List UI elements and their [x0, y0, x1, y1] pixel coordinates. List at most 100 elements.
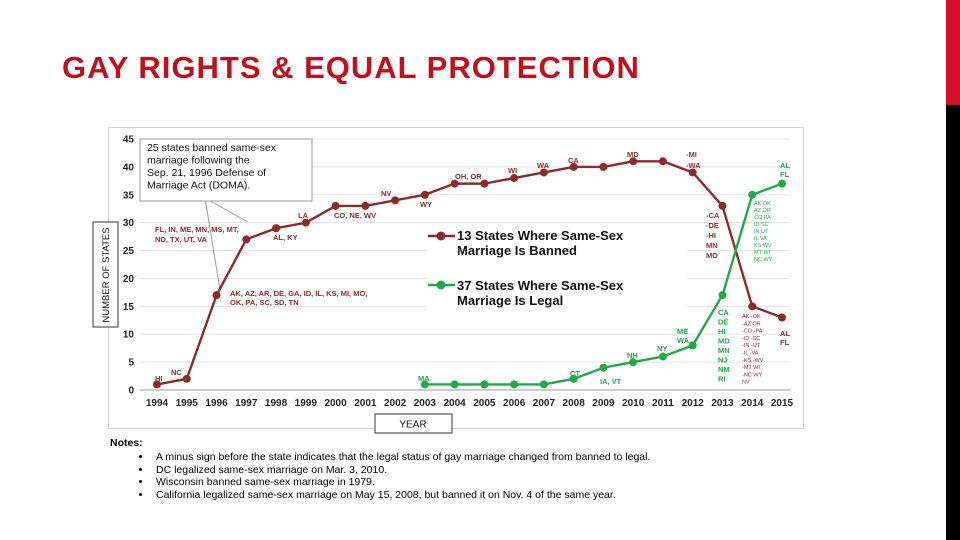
banned-data-point [748, 302, 757, 311]
banned-annotation: AK, AZ, AR, DE, GA, ID, IL, KS, MI, MO, [230, 289, 367, 298]
banned-annotation: FL [780, 338, 790, 347]
x-tick-label: 2004 [443, 398, 466, 409]
x-tick-label: 1995 [176, 398, 199, 409]
x-tick-label: 1997 [235, 398, 258, 409]
note-item: DC legalized same-sex marriage on Mar. 3… [152, 464, 750, 477]
banned-annotation: -WA [686, 161, 701, 170]
legal-data-point [748, 190, 757, 199]
note-item: A minus sign before the state indicates … [152, 451, 750, 464]
x-tick-label: 2006 [503, 398, 526, 409]
note-item: Wisconsin banned same-sex marriage in 19… [152, 476, 750, 489]
x-tick-label: 2015 [771, 398, 794, 409]
x-tick-label: 2008 [563, 398, 586, 409]
legal-annotation-2014: NC WY [754, 257, 773, 263]
transition-annotation: MN [706, 241, 718, 250]
x-tick-label: 2000 [324, 398, 347, 409]
y-tick-label: 10 [123, 330, 135, 341]
x-tick-label: 1999 [295, 398, 318, 409]
y-tick-label: 30 [123, 218, 135, 229]
legend-label-legal: 37 States Where Same-Sex [457, 278, 624, 293]
y-axis-label: NUMBER OF STATES [101, 227, 112, 322]
callout-leader-line [204, 197, 249, 223]
legal-annotation: NM [718, 365, 730, 374]
legal-data-point [420, 380, 429, 389]
callout-text: 25 states banned same-sex [147, 142, 277, 154]
x-tick-label: 2005 [473, 398, 496, 409]
notes-section: Notes: A minus sign before the state ind… [110, 437, 750, 501]
x-tick-label: 2009 [592, 398, 615, 409]
x-axis-label-box [374, 413, 453, 434]
banned-annotation: WI [508, 166, 517, 175]
banned-annotation: CO, NE, WV [334, 211, 376, 220]
banned-series-line [156, 160, 783, 386]
legal-annotation: NJ [718, 356, 728, 365]
banned-annotation: NC [171, 368, 182, 377]
accent-bar-black [946, 105, 960, 540]
banned-data-point [450, 179, 459, 188]
banned-data-point [688, 168, 697, 177]
accent-bar-red [946, 0, 960, 105]
legend-label-banned: 13 States Where Same-Sex [457, 228, 624, 243]
x-tick-label: 2013 [711, 398, 734, 409]
legal-data-point [450, 380, 459, 389]
legal-annotation: MD [718, 337, 730, 346]
banned-data-point [420, 190, 429, 199]
banned-annotation: FL, IN, ME, MN, MS, MT, [155, 225, 239, 234]
y-axis-label-box [92, 221, 119, 328]
legal-data-point [718, 291, 727, 300]
banned-data-point [391, 196, 400, 205]
banned-annotation-2014: -MT WI [742, 365, 760, 371]
legal-annotation-2014: KS WV [754, 243, 772, 249]
y-tick-label: 25 [123, 246, 135, 257]
banned-annotation: OH, OR [455, 172, 482, 181]
banned-data-point [539, 168, 548, 177]
legal-data-point [599, 363, 608, 372]
legend-marker-banned [436, 231, 446, 241]
legal-annotation-2014: MT WI [754, 250, 771, 256]
legal-data-point [629, 358, 638, 367]
banned-data-point [242, 235, 251, 244]
legend-label-banned: Marriage Is Banned [457, 243, 577, 258]
banned-annotation: -MI [686, 150, 697, 159]
legal-annotation-2014: ID SC [754, 222, 769, 228]
banned-annotation: AL [780, 329, 790, 338]
legal-annotation-2014: IL VA [754, 236, 767, 242]
callout-leader-line [204, 197, 221, 291]
x-tick-label: 2007 [533, 398, 556, 409]
legal-annotation: AL [780, 161, 790, 170]
legal-data-point [778, 179, 786, 188]
y-tick-label: 35 [123, 190, 135, 201]
banned-data-point [778, 313, 786, 322]
banned-data-point [153, 380, 161, 389]
banned-annotation: HI [155, 374, 163, 383]
slide-title: GAY RIGHTS & EQUAL PROTECTION [62, 50, 640, 85]
legal-annotation: FL [780, 170, 790, 179]
legal-annotation: HI [718, 327, 726, 336]
banned-data-point [629, 157, 638, 166]
x-axis-label: YEAR [399, 420, 426, 431]
banned-annotation: CA [568, 156, 579, 165]
banned-annotation-2014: -NC WY [742, 372, 762, 378]
banned-data-point [658, 157, 667, 166]
legal-data-point [569, 374, 578, 383]
x-tick-label: 2014 [741, 398, 764, 409]
banned-annotation-2014: AK -OK [742, 314, 761, 320]
banned-annotation: LA [298, 211, 309, 220]
legend-marker-legal [436, 280, 446, 290]
legal-data-point [510, 380, 519, 389]
notes-title: Notes: [110, 437, 143, 449]
x-tick-label: 1998 [265, 398, 288, 409]
banned-annotation: ND, TX, UT, VA [155, 235, 208, 244]
notes-list: A minus sign before the state indicates … [110, 451, 750, 501]
legal-annotation: WA [677, 336, 690, 345]
legal-annotation: MN [718, 346, 730, 355]
transition-annotation: -HI [706, 231, 716, 240]
x-tick-label: 1994 [146, 398, 169, 409]
y-tick-label: 0 [128, 386, 134, 397]
banned-data-point [510, 174, 519, 183]
callout-text: marriage following the [147, 155, 250, 167]
legal-annotation: NY [657, 344, 667, 353]
banned-annotation-2014: -ID -SC [742, 336, 760, 342]
x-tick-label: 2010 [622, 398, 645, 409]
